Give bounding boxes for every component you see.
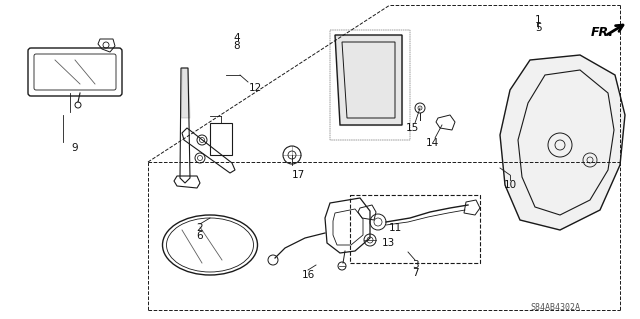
Polygon shape: [181, 68, 190, 118]
Text: 17: 17: [291, 170, 305, 180]
Text: 1: 1: [534, 15, 541, 25]
Polygon shape: [335, 35, 402, 125]
Text: 14: 14: [426, 138, 438, 148]
Text: FR.: FR.: [591, 26, 614, 40]
Text: 2: 2: [196, 223, 204, 233]
Text: 4: 4: [234, 33, 240, 43]
Text: 3: 3: [412, 260, 419, 270]
Text: 7: 7: [412, 268, 419, 278]
Text: 13: 13: [381, 238, 395, 248]
Text: 9: 9: [72, 143, 78, 153]
Text: 15: 15: [405, 123, 419, 133]
Text: 10: 10: [504, 180, 516, 190]
Text: 11: 11: [388, 223, 402, 233]
Text: 16: 16: [301, 270, 315, 280]
Text: 5: 5: [534, 23, 541, 33]
Polygon shape: [500, 55, 625, 230]
Text: 6: 6: [196, 231, 204, 241]
Text: 12: 12: [248, 83, 262, 93]
Text: S84AB4302A: S84AB4302A: [530, 303, 580, 313]
Bar: [350, 195, 480, 263]
Text: 8: 8: [234, 41, 240, 51]
